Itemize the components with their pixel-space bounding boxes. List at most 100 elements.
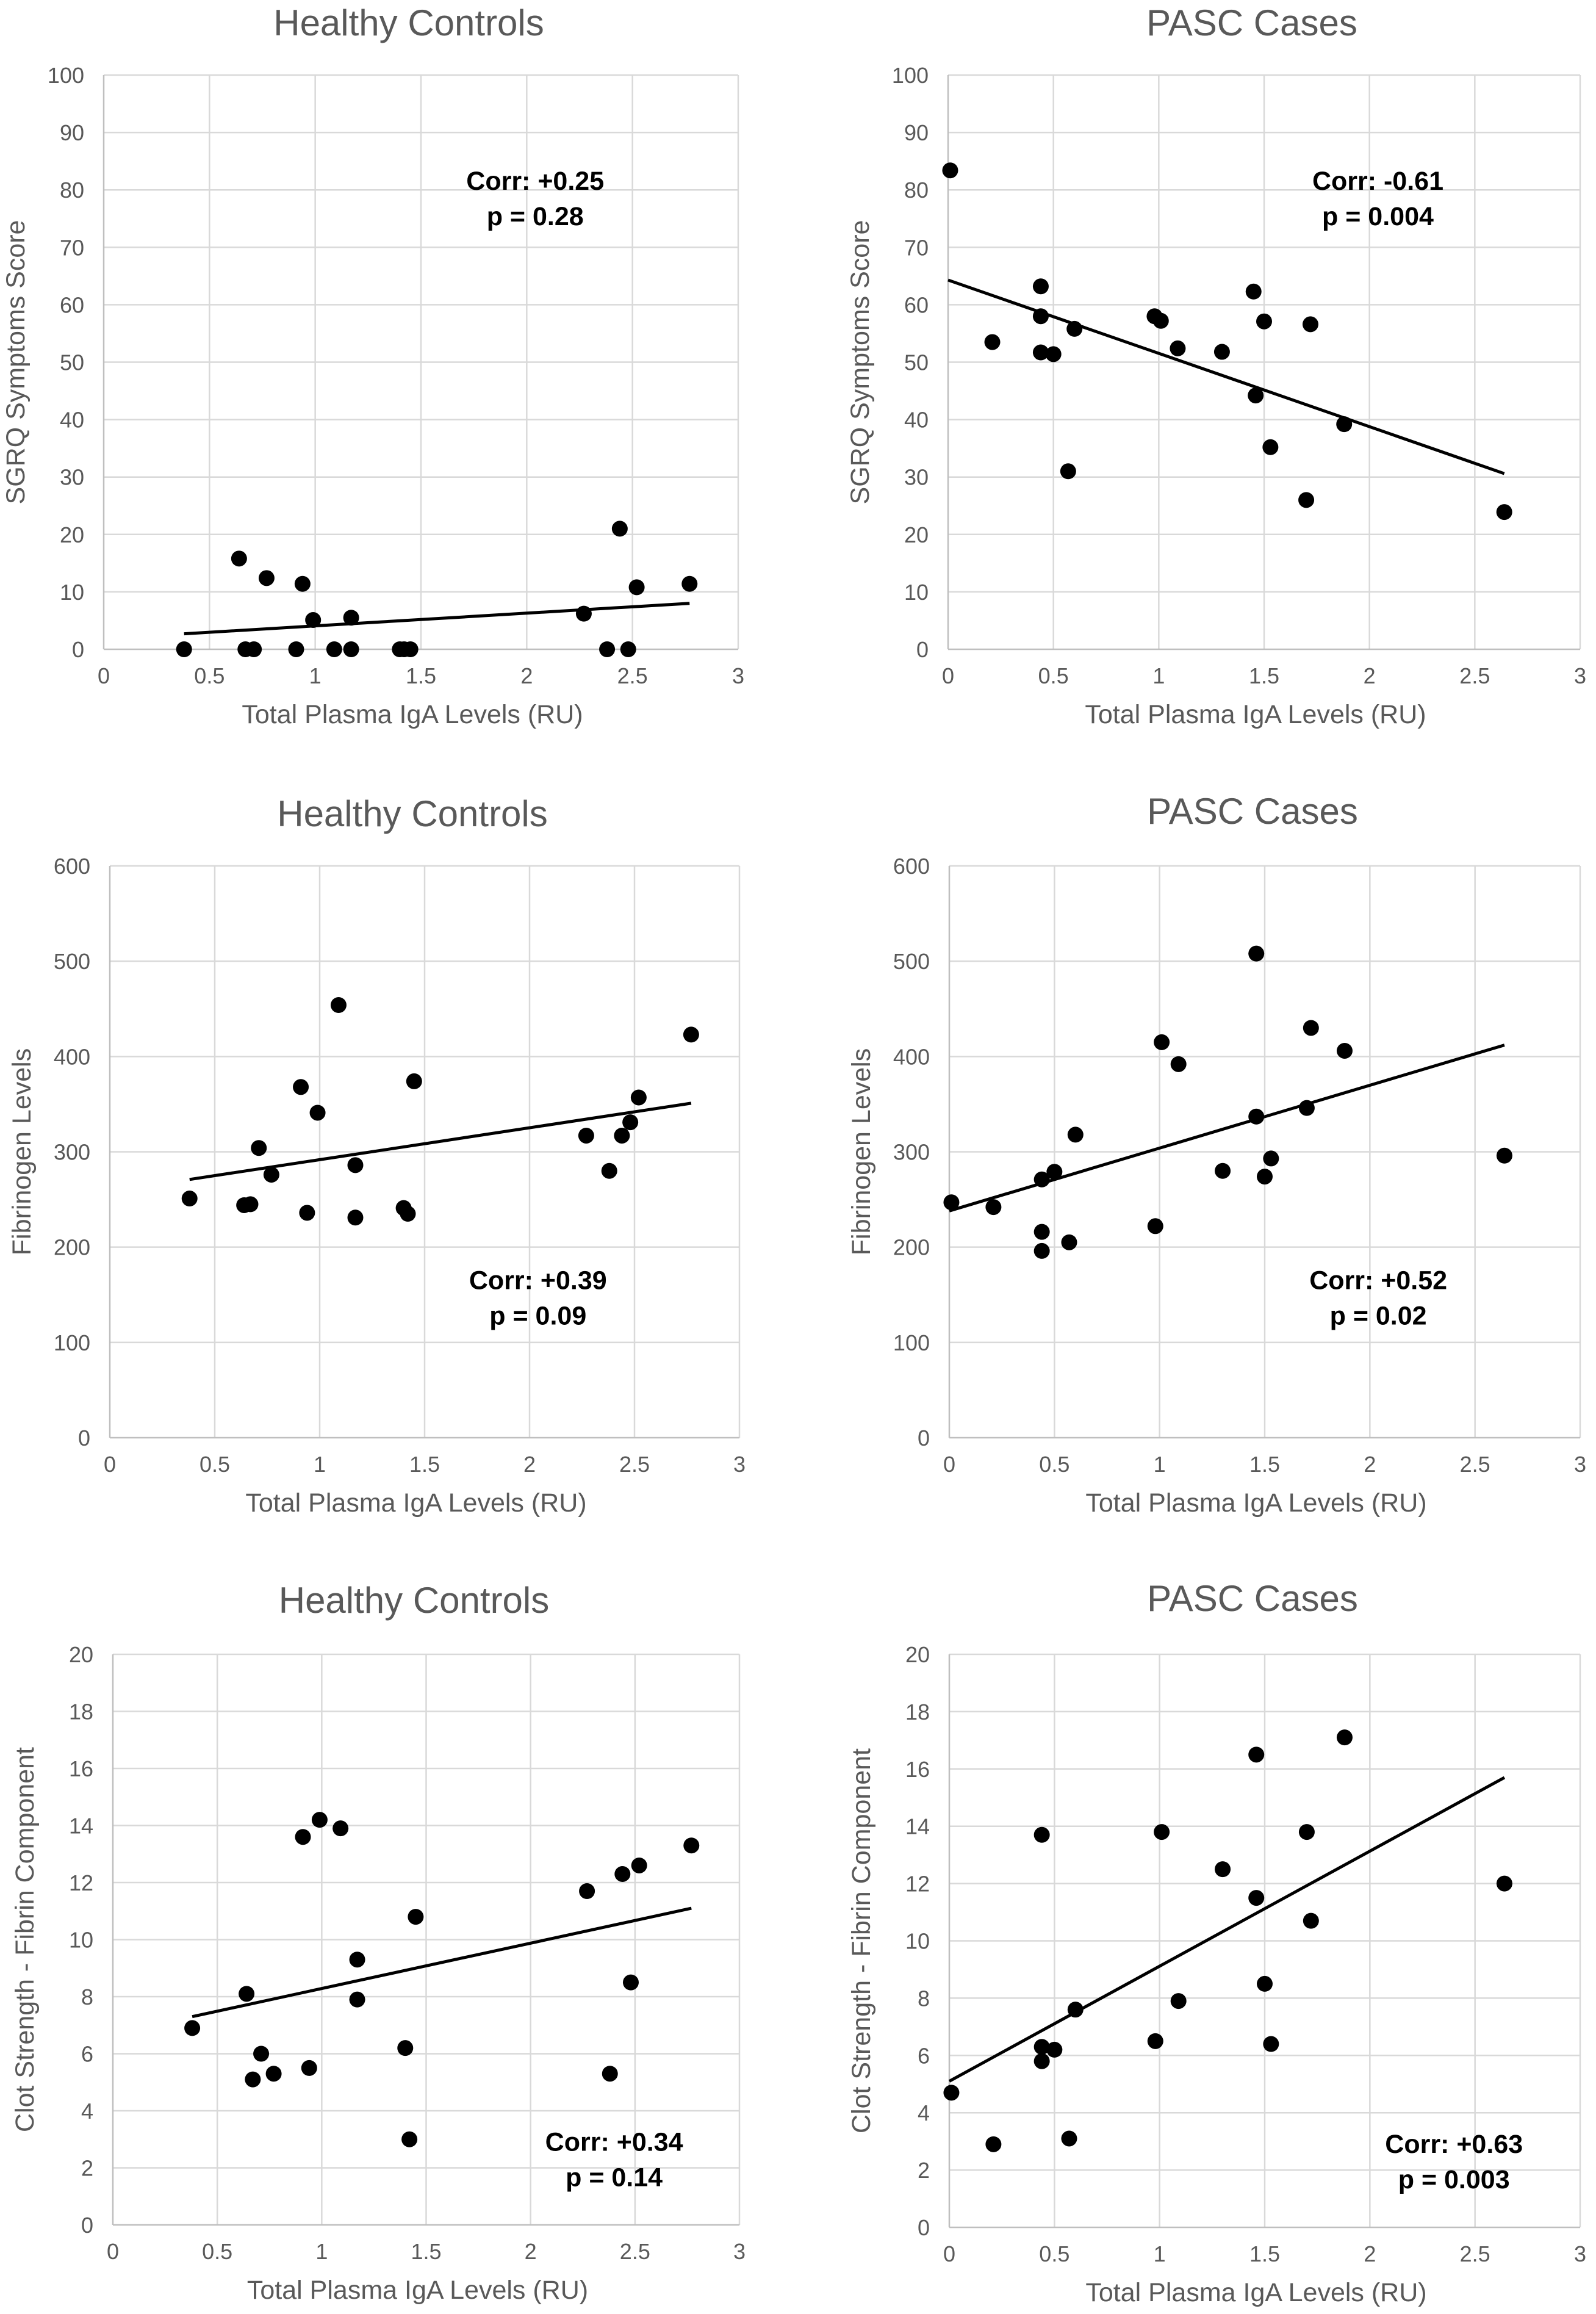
x-tick-label: 1: [1152, 663, 1165, 688]
y-tick-label: 18: [69, 1699, 93, 1725]
data-point: [614, 1127, 630, 1144]
data-point: [1336, 1042, 1353, 1059]
x-tick-label: 1.5: [1249, 663, 1279, 688]
x-tick-label: 2: [525, 2239, 537, 2264]
y-tick-label: 20: [60, 522, 84, 547]
y-tick-label: 400: [893, 1044, 930, 1069]
correlation-label: Corr: +0.39: [469, 1266, 607, 1295]
data-point: [620, 641, 636, 657]
data-point: [599, 641, 616, 657]
data-point: [258, 570, 275, 586]
x-tick-label: 2.5: [619, 1452, 650, 1477]
data-point: [295, 1829, 311, 1845]
data-point: [1033, 1242, 1050, 1259]
data-point: [1496, 1147, 1512, 1164]
x-tick-label: 3: [1574, 2241, 1586, 2266]
data-point: [942, 162, 958, 179]
x-tick-label: 1.5: [409, 1452, 440, 1477]
y-tick-label: 0: [72, 637, 84, 662]
data-point: [239, 1986, 255, 2002]
y-tick-label: 50: [904, 350, 929, 375]
data-point: [1336, 416, 1353, 433]
y-tick-label: 90: [60, 120, 84, 145]
data-point: [251, 1140, 267, 1156]
y-tick-label: 10: [69, 1928, 93, 1953]
y-tick-label: 8: [918, 1986, 930, 2011]
chart-panel-5: 0 0.5 1 1.5 2 2.5 3 0 2 4 6 8 10 12 14 16 18 20 Healthy Co…: [10, 1580, 746, 2305]
data-point: [1060, 463, 1076, 480]
y-axis-title: Clot Strength - Fibrin Component: [847, 1748, 876, 2133]
correlation-label: Corr: -0.61: [1312, 167, 1443, 196]
y-tick-label: 400: [54, 1044, 90, 1069]
y-tick-label: 18: [905, 1699, 930, 1725]
data-point: [614, 1865, 631, 1882]
x-tick-label: 0.5: [1038, 663, 1069, 688]
data-point: [1298, 1100, 1315, 1116]
data-point: [1032, 278, 1049, 295]
correlation-label: Corr: +0.34: [545, 2127, 683, 2157]
p-value-label: p = 0.003: [1398, 2165, 1510, 2194]
y-tick-label: 14: [905, 1814, 930, 1839]
trendline: [949, 1043, 1505, 1213]
y-tick-label: 4: [918, 2100, 930, 2125]
y-tick-label: 100: [54, 1330, 90, 1355]
x-tick-label: 1.5: [406, 663, 436, 688]
x-tick-label: 3: [1574, 663, 1586, 688]
data-point: [1256, 313, 1272, 330]
x-tick-label: 1: [314, 1452, 326, 1477]
data-point: [253, 2045, 270, 2062]
x-tick-label: 2: [523, 1452, 536, 1477]
data-point: [1257, 1975, 1273, 1992]
x-tick-label: 0.5: [200, 1452, 230, 1477]
y-tick-label: 2: [918, 2158, 930, 2183]
x-tick-label: 3: [733, 2239, 746, 2264]
x-tick-label: 1: [309, 663, 322, 688]
p-value-label: p = 0.02: [1330, 1301, 1427, 1330]
data-point: [1147, 2033, 1163, 2049]
y-tick-label: 500: [54, 949, 90, 974]
data-point: [1248, 387, 1264, 404]
data-point: [299, 1205, 315, 1221]
y-tick-label: 12: [69, 1870, 93, 1895]
data-point: [1263, 2036, 1279, 2052]
data-point: [1033, 1171, 1050, 1188]
data-point: [343, 641, 359, 657]
data-point: [681, 575, 698, 592]
data-point: [1298, 1824, 1315, 1840]
data-point: [575, 605, 592, 622]
data-point: [1257, 1169, 1273, 1185]
x-tick-label: 2.5: [1460, 2241, 1490, 2266]
y-tick-label: 8: [81, 1984, 93, 2009]
data-point: [631, 1857, 647, 1873]
data-point: [1298, 492, 1315, 508]
y-tick-label: 40: [60, 408, 84, 433]
trendline: [948, 1776, 1506, 2083]
x-axis-title: Total Plasma IgA Levels (RU): [1085, 2278, 1426, 2307]
data-point: [1046, 1164, 1063, 1180]
y-axis-title: Clot Strength - Fibrin Component: [10, 1747, 40, 2132]
data-point: [1248, 1890, 1265, 1906]
data-point: [181, 1191, 198, 1207]
y-tick-label: 20: [69, 1642, 93, 1667]
data-point: [622, 1974, 639, 1991]
x-tick-label: 2.5: [617, 663, 648, 688]
chart-panel-4: 0 0.5 1 1.5 2 2.5 3 0 100 200 300 400 500 600 PASC Cas…: [847, 791, 1586, 1518]
data-point: [1067, 2002, 1084, 2018]
data-point: [1066, 320, 1083, 337]
y-tick-label: 30: [904, 465, 929, 490]
data-point: [579, 1883, 595, 1900]
data-point: [305, 612, 322, 629]
data-point: [263, 1166, 279, 1183]
y-tick-label: 60: [60, 292, 84, 317]
y-tick-label: 10: [905, 1929, 930, 1954]
y-tick-label: 0: [78, 1426, 90, 1451]
x-tick-label: 1: [315, 2239, 328, 2264]
x-tick-label: 2: [520, 663, 533, 688]
y-tick-label: 0: [918, 1426, 930, 1451]
x-tick-label: 0: [943, 1452, 955, 1477]
chart-panel-3: 0 0.5 1 1.5 2 2.5 3 0 100 200 300 400 500 600 Healthy …: [7, 793, 746, 1518]
x-axis-title: Total Plasma IgA Levels (RU): [1085, 700, 1426, 729]
y-tick-label: 2: [81, 2156, 93, 2181]
y-axis-title: Fibrinogen Levels: [847, 1048, 876, 1255]
